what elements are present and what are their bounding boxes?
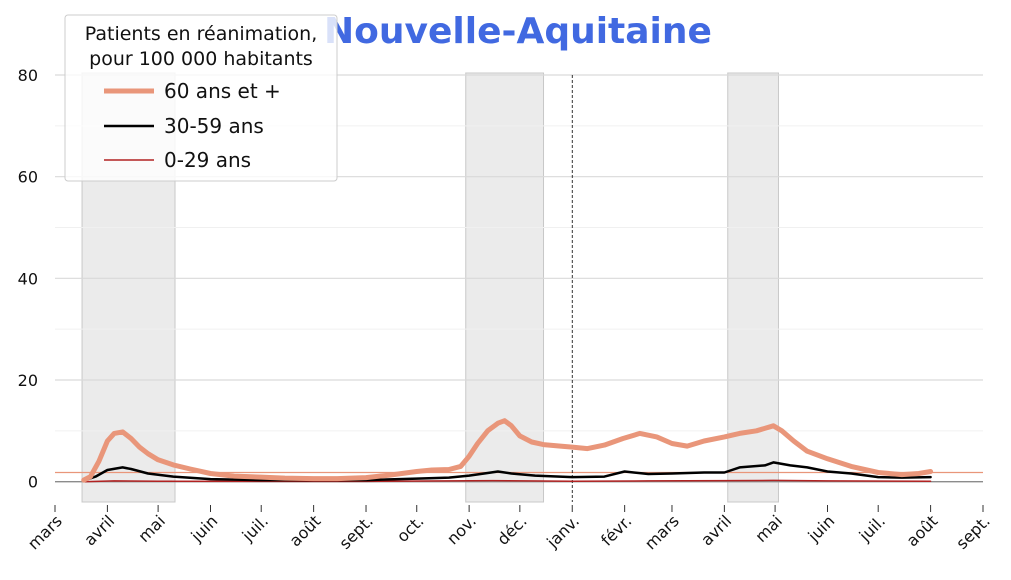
x-axis-ticks: mars avril mai juin juil. août sept. oct. nov. dé… <box>24 505 994 553</box>
legend-title-line2: pour 100 000 habitants <box>89 48 313 70</box>
legend-box <box>64 14 338 182</box>
legend-label-30-59: 30-59 ans <box>164 114 264 138</box>
y-tick-label: 20 <box>18 371 38 390</box>
x-tick-label: juin <box>804 511 839 546</box>
y-tick-label: 80 <box>18 66 38 85</box>
x-tick-label: juin <box>187 511 222 546</box>
chart-title: Nouvelle-Aquitaine <box>324 11 712 52</box>
x-tick-label: avril <box>697 511 735 549</box>
x-tick-label: mars <box>641 511 683 553</box>
legend-label-0-29: 0-29 ans <box>164 148 251 172</box>
x-tick-label: nov. <box>443 511 480 548</box>
x-tick-label: mai <box>134 511 169 546</box>
series-line-2 <box>82 479 932 483</box>
x-tick-label: août <box>903 511 942 550</box>
series-lines <box>81 418 934 483</box>
x-tick-label: juil. <box>855 511 889 545</box>
x-tick-label: févr. <box>597 511 635 549</box>
x-tick-label: avril <box>80 511 118 549</box>
x-tick-label: mai <box>751 511 786 546</box>
x-tick-label: déc. <box>493 511 530 548</box>
x-tick-label: mars <box>24 511 66 553</box>
y-axis-ticks: 0 20 40 60 80 <box>18 66 38 492</box>
x-tick-label: août <box>286 511 325 550</box>
x-tick-label: juil. <box>238 511 272 545</box>
series-line-0 <box>81 418 934 483</box>
shaded-period-1 <box>465 72 545 503</box>
x-tick-label: oct. <box>393 511 428 546</box>
y-tick-label: 0 <box>28 473 38 492</box>
shaded-period-2 <box>727 72 779 503</box>
series-line-1 <box>82 461 932 482</box>
legend-label-60plus: 60 ans et + <box>164 79 281 103</box>
x-tick-label: sept. <box>952 511 994 553</box>
legend-title-line1: Patients en réanimation, <box>85 23 318 45</box>
x-tick-label: janv. <box>542 511 583 552</box>
x-tick-label: sept. <box>335 511 377 553</box>
y-tick-label: 40 <box>18 269 38 288</box>
legend: Patients en réanimation, pour 100 000 ha… <box>64 14 338 182</box>
y-tick-label: 60 <box>18 168 38 187</box>
